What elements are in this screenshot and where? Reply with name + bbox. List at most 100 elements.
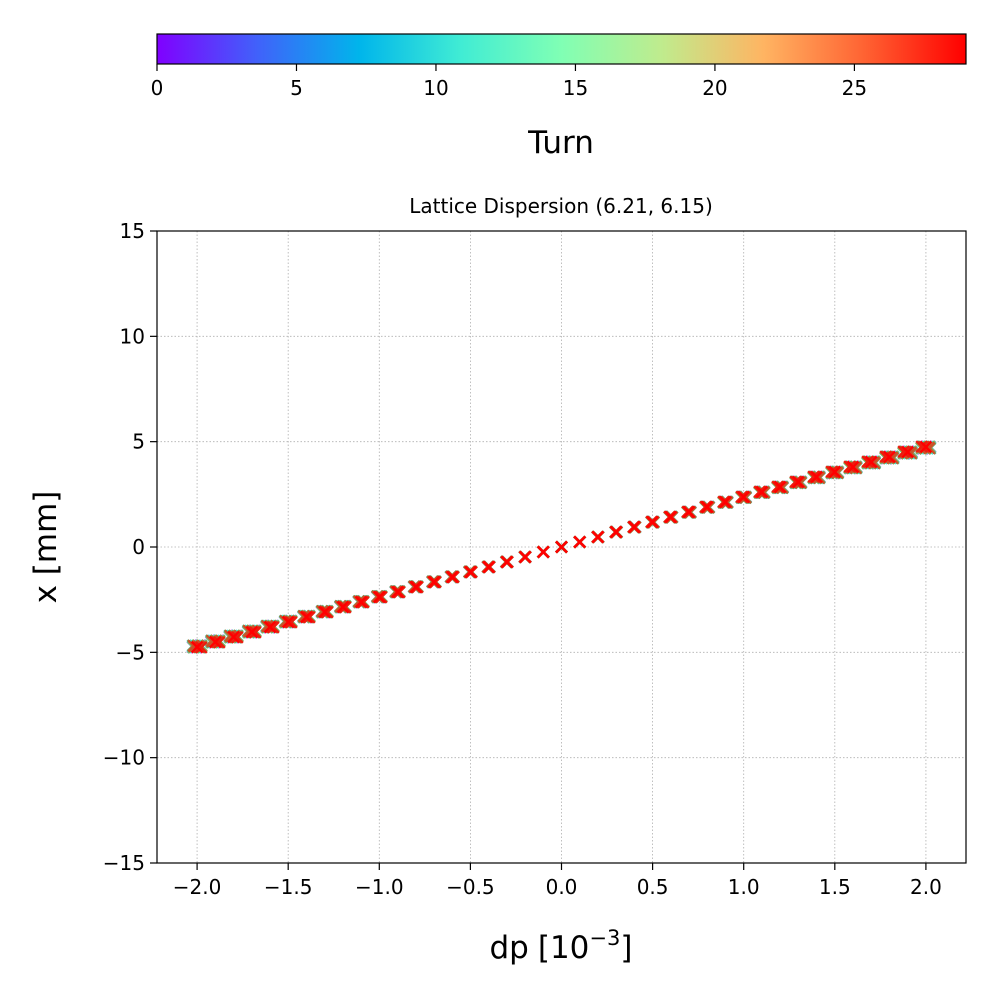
y-tick-label: 5 [132, 430, 145, 454]
scatter-point [248, 626, 262, 639]
x-axis-label: dp [10−3] [490, 926, 633, 966]
colorbar-tick-label: 0 [151, 76, 164, 100]
y-tick-label: 15 [120, 219, 145, 243]
scatter-point [664, 510, 678, 524]
scatter-points [186, 440, 937, 654]
chart-title: Lattice Dispersion (6.21, 6.15) [409, 194, 713, 218]
scatter-point [897, 445, 911, 458]
turn-series [190, 440, 933, 654]
x-tick-label: 0.5 [637, 875, 669, 899]
scatter-point [864, 455, 878, 469]
y-tick-label: 0 [132, 535, 145, 559]
scatter-point [190, 640, 204, 654]
scatter-point [846, 460, 860, 474]
scatter-point [879, 450, 893, 463]
colorbar-ticks: 0 5 10 15 20 25 [151, 64, 867, 100]
scatter-point [227, 630, 240, 644]
y-tick-label: −5 [116, 640, 145, 664]
y-axis-ticks: −15 −10 −5 0 5 10 15 [103, 219, 157, 875]
scatter-point [807, 470, 820, 484]
scatter-point [573, 535, 587, 549]
scatter-point [339, 600, 352, 614]
scatter-point [321, 605, 334, 619]
scatter-point [354, 595, 368, 609]
scatter-point [536, 545, 550, 559]
scatter-point [919, 440, 933, 454]
x-axis-label-main: dp [490, 930, 529, 966]
scatter-point [212, 636, 226, 649]
scatter-point [357, 595, 370, 609]
scatter-point [263, 620, 277, 634]
scatter-point [755, 485, 769, 499]
scatter-point [518, 550, 532, 564]
scatter-point [208, 635, 222, 649]
colorbar-gradient [156, 33, 967, 65]
colorbar-label: Turn [527, 125, 594, 161]
scatter-point [427, 575, 441, 589]
scatter-point [883, 450, 896, 464]
scatter-point [628, 520, 641, 534]
x-tick-label: 1.0 [728, 875, 760, 899]
scatter-point [792, 475, 805, 489]
scatter-point [245, 625, 259, 639]
scatter-point [303, 610, 316, 624]
scatter-point [372, 590, 386, 604]
colorbar-tick-label: 25 [842, 76, 867, 100]
scatter-point [555, 540, 568, 554]
scatter-point [843, 460, 857, 474]
colorbar-tick-label: 15 [563, 76, 588, 100]
grid [157, 230, 966, 864]
colorbar: 0 5 10 15 20 25 Turn [151, 33, 967, 161]
scatter-point [828, 465, 842, 479]
x-tick-label: 1.5 [819, 875, 851, 899]
x-tick-label: 0.0 [546, 875, 578, 899]
scatter-point [789, 475, 802, 489]
scatter-point [915, 440, 929, 453]
scatter-point [737, 490, 751, 504]
scatter-point [464, 565, 477, 579]
x-tick-label: −2.0 [173, 875, 222, 899]
y-tick-label: 10 [120, 324, 145, 348]
x-axis-label-unit: [10 [538, 930, 590, 966]
scatter-point [445, 570, 459, 584]
x-tick-label: 2.0 [910, 875, 942, 899]
scatter-point [393, 585, 406, 599]
plot-area: −2.0 −1.5 −1.0 −0.5 0.0 0.5 1.0 1.5 2.0 −15 −10 −5… [103, 219, 967, 899]
x-axis-ticks: −2.0 −1.5 −1.0 −0.5 0.0 0.5 1.0 1.5 2.0 [173, 863, 942, 899]
colorbar-tick-label: 20 [702, 76, 727, 100]
scatter-point [825, 465, 838, 479]
x-tick-label: −1.5 [264, 875, 313, 899]
scatter-point [810, 470, 823, 484]
colorbar-tick-label: 10 [423, 76, 448, 100]
y-tick-label: −10 [103, 746, 145, 770]
scatter-point [609, 525, 623, 539]
scatter-point [230, 631, 244, 644]
scatter-point [285, 615, 298, 629]
colorbar-tick-label: 5 [290, 76, 303, 100]
x-axis-label-close: ] [620, 930, 632, 966]
scatter-point [318, 605, 331, 619]
scatter-point [375, 590, 388, 604]
scatter-point [300, 610, 313, 624]
scatter-point [771, 480, 784, 494]
scatter-point [646, 515, 659, 529]
scatter-point [735, 490, 748, 504]
scatter-point [500, 555, 514, 569]
scatter-point [753, 485, 766, 499]
x-axis-label-exponent: −3 [589, 926, 620, 950]
scatter-point [682, 505, 696, 519]
scatter-point [719, 495, 732, 509]
scatter-point [901, 445, 915, 459]
scatter-point [591, 530, 605, 544]
scatter-point [336, 600, 350, 614]
scatter-point [409, 580, 423, 594]
y-axis-label: x [mm] [28, 491, 64, 604]
scatter-point [281, 615, 295, 629]
y-tick-label: −15 [103, 851, 145, 875]
x-tick-label: −0.5 [446, 875, 495, 899]
scatter-point [717, 495, 730, 509]
x-tick-label: −1.0 [355, 875, 404, 899]
scatter-point [861, 455, 875, 468]
scatter-point [700, 500, 714, 514]
